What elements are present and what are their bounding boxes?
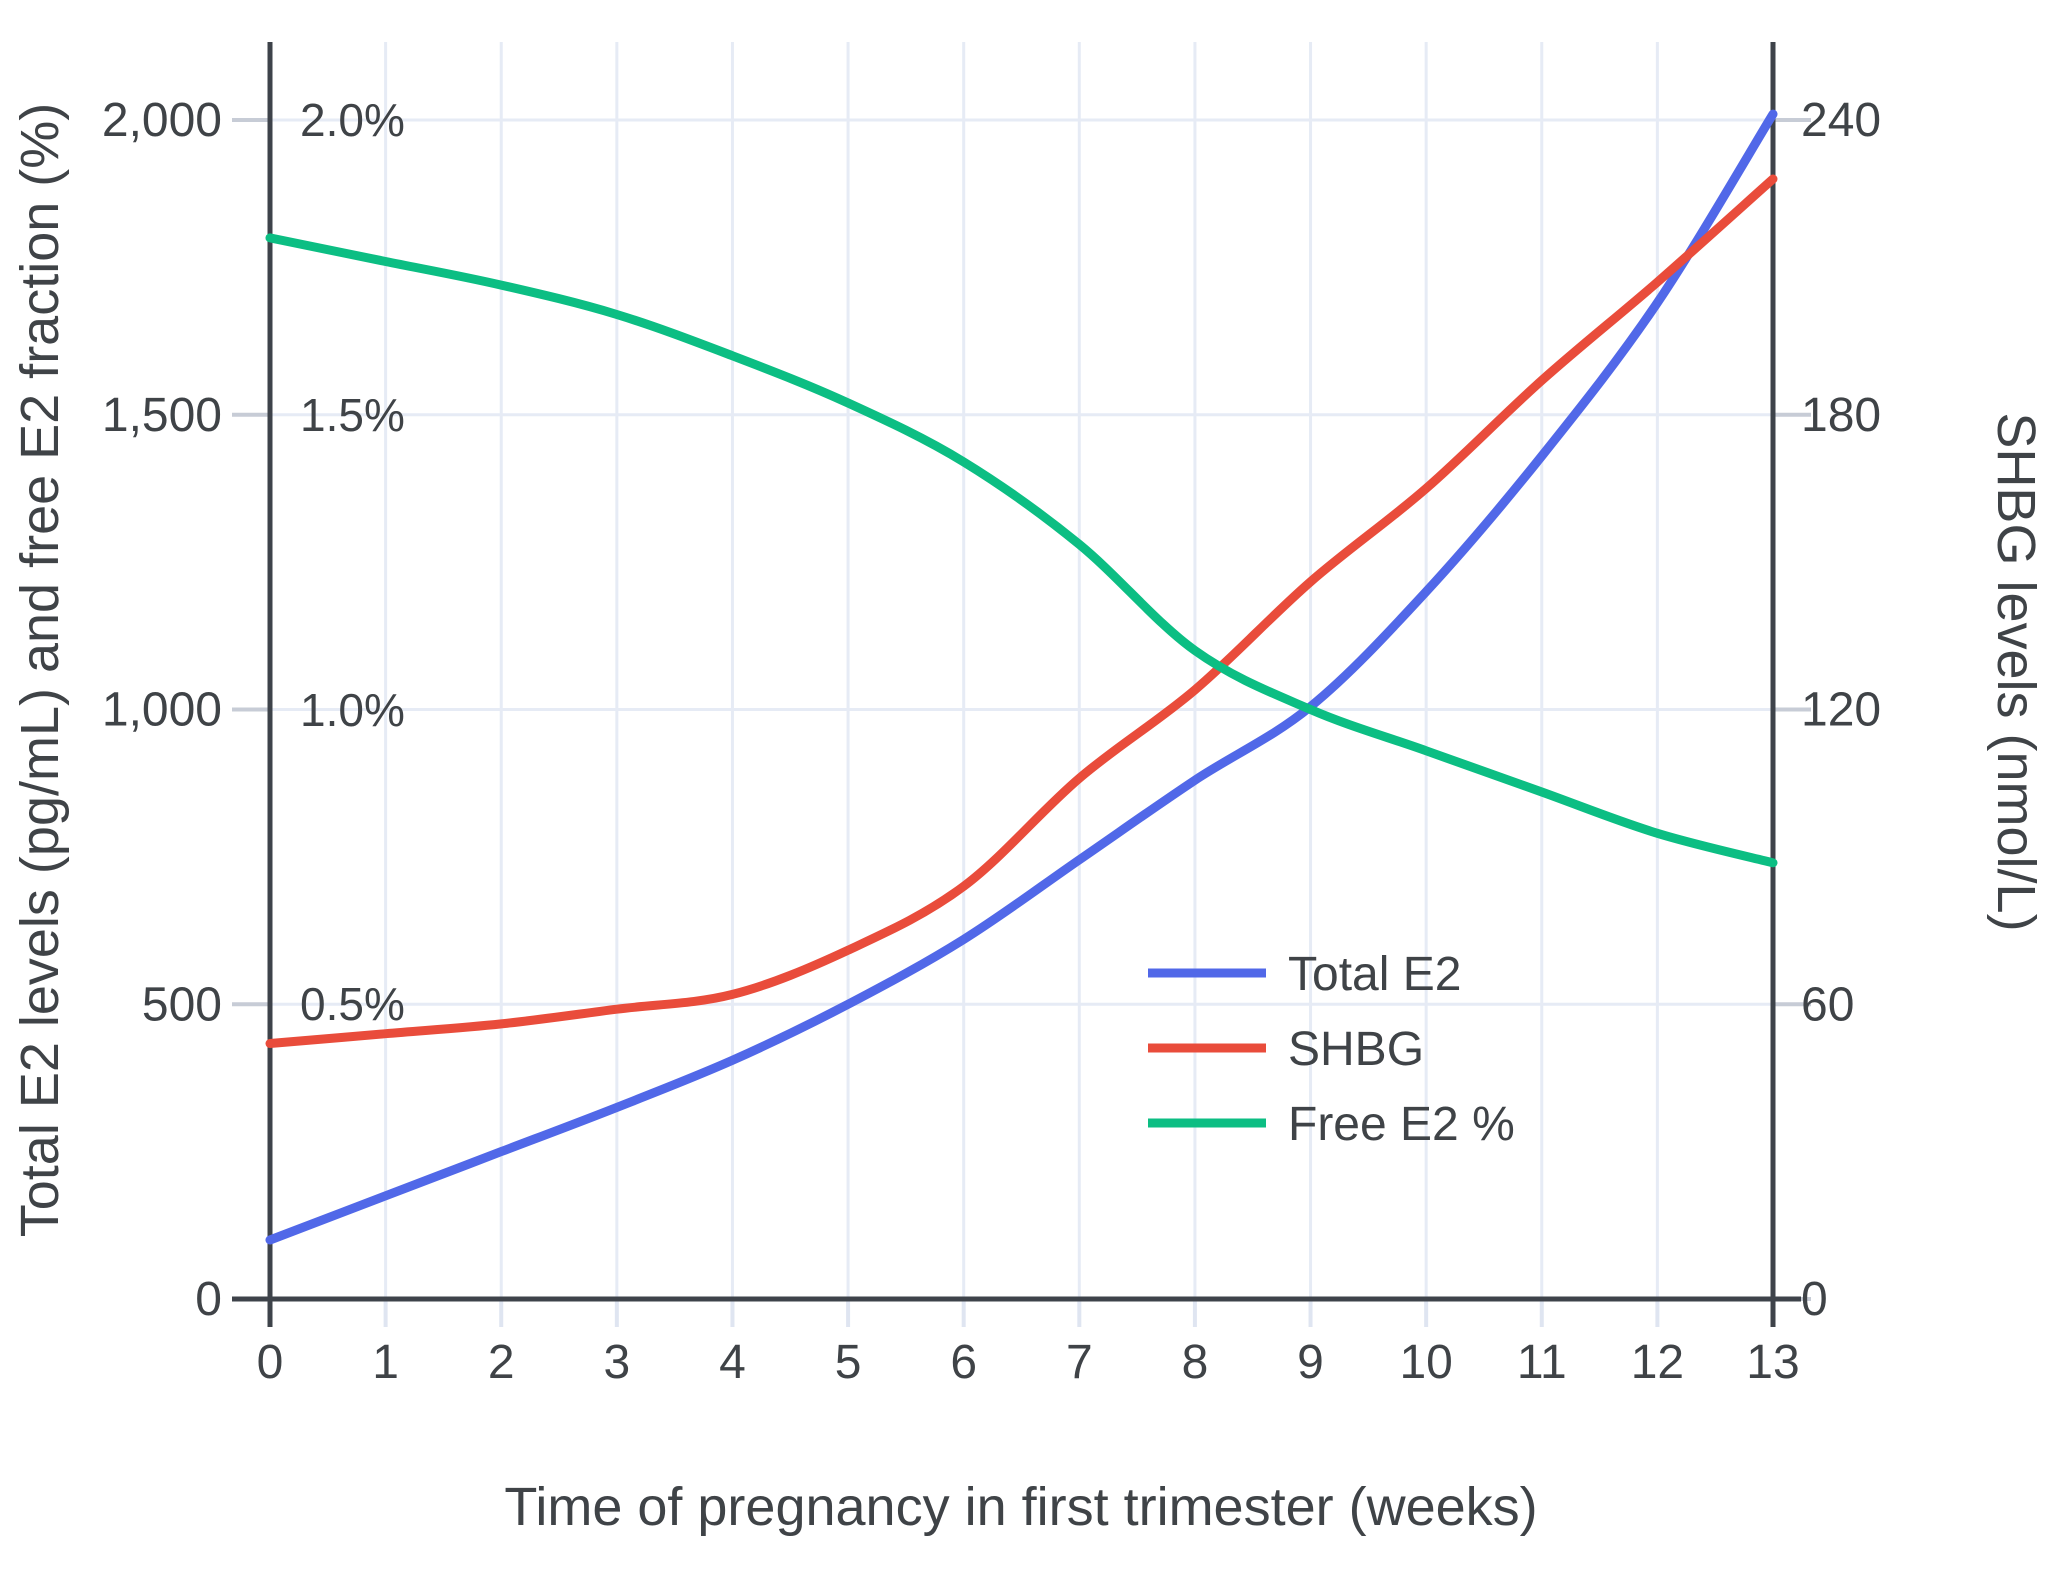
x-tick-label-12: 12 (1631, 1336, 1684, 1389)
legend-item-free-e2: Free E2 % (1148, 1098, 1515, 1151)
x-axis-tick-labels: 0 1 2 3 4 5 6 7 8 9 10 11 12 13 (257, 1336, 1800, 1389)
legend: Total E2 SHBG Free E2 % (1148, 948, 1515, 1151)
pct-label-0.5: 0.5% (300, 978, 405, 1030)
right-tick-label-240: 240 (1801, 94, 1881, 147)
left-tick-label-1,000: 1,000 (102, 684, 222, 737)
legend-item-shbg: SHBG (1148, 1023, 1424, 1076)
x-tick-label-2: 2 (488, 1336, 515, 1389)
left-tick-label-2,000: 2,000 (102, 94, 222, 147)
y-axis-title-right: SHBG levels (nmol/L) (1986, 412, 2046, 931)
x-tick-label-6: 6 (950, 1336, 977, 1389)
x-tick-label-1: 1 (372, 1336, 399, 1389)
x-tick-label-7: 7 (1066, 1336, 1093, 1389)
pct-label-1.0: 1.0% (300, 684, 405, 736)
x-tick-label-9: 9 (1297, 1336, 1324, 1389)
y-axis-title-left: Total E2 levels (pg/mL) and free E2 frac… (10, 103, 70, 1238)
x-tick-label-4: 4 (719, 1336, 746, 1389)
right-axis-tick-labels: 0 60 120 180 240 (1801, 94, 1881, 1326)
pct-label-2.0: 2.0% (300, 94, 405, 146)
x-tick-label-13: 13 (1746, 1336, 1799, 1389)
right-tick-label-60: 60 (1801, 978, 1854, 1031)
left-tick-label-1,500: 1,500 (102, 389, 222, 442)
left-axis-tick-marks (232, 118, 270, 1301)
left-tick-label-500: 500 (142, 978, 222, 1031)
right-tick-label-180: 180 (1801, 389, 1881, 442)
right-tick-label-0: 0 (1801, 1273, 1828, 1326)
left-axis-tick-labels: 0 500 1,000 1,500 2,000 (102, 94, 222, 1326)
series-line-total-e2 (265, 109, 1778, 1245)
x-tick-label-8: 8 (1182, 1336, 1209, 1389)
x-tick-label-3: 3 (603, 1336, 630, 1389)
series-line-free-e2- (265, 233, 1778, 868)
left-tick-label-0: 0 (195, 1273, 222, 1326)
pct-label-1.5: 1.5% (300, 389, 405, 441)
series-lines (265, 109, 1778, 1245)
right-tick-label-120: 120 (1801, 684, 1881, 737)
legend-label-shbg: SHBG (1288, 1023, 1424, 1076)
free-e2-percent-labels: 0.5% 1.0% 1.5% 2.0% (300, 94, 405, 1030)
x-tick-label-11: 11 (1517, 1336, 1567, 1389)
legend-label-free-e2: Free E2 % (1288, 1098, 1515, 1151)
vertical-gridlines (384, 42, 1659, 1299)
x-axis-title: Time of pregnancy in first trimester (we… (504, 1477, 1537, 1537)
series-line-shbg (265, 174, 1778, 1048)
x-tick-label-10: 10 (1399, 1336, 1452, 1389)
x-axis-tick-marks (383, 1299, 1660, 1327)
x-tick-label-0: 0 (257, 1336, 284, 1389)
x-tick-label-5: 5 (835, 1336, 862, 1389)
legend-label-total-e2: Total E2 (1288, 948, 1461, 1001)
horizontal-gridlines (270, 118, 1773, 1006)
legend-item-total-e2: Total E2 (1148, 948, 1461, 1001)
